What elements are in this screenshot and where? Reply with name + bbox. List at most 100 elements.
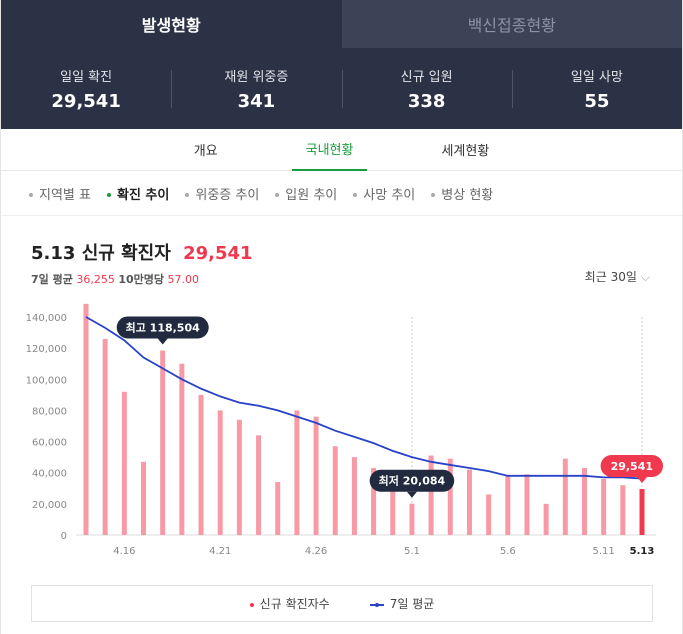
chart-bar (390, 477, 396, 535)
legend-bars[interactable]: 신규 확진자수 (249, 595, 330, 612)
subnav-world[interactable]: 세계현황 (441, 144, 490, 159)
filter-critical-trend[interactable]: 위중증 추이 (185, 184, 259, 203)
subnav-domestic[interactable]: 국내현황 (291, 129, 368, 171)
chart-bar (371, 468, 377, 535)
chart-bar (543, 503, 549, 535)
y-tick-label: 80,000 (32, 406, 67, 417)
bullet-icon (353, 193, 358, 197)
chart-bar (294, 410, 300, 535)
chart-bar (121, 391, 127, 535)
bullet-icon (431, 193, 436, 197)
y-tick-label: 120,000 (26, 344, 67, 355)
chart-bar (179, 363, 185, 535)
chart-bar (332, 446, 338, 535)
x-tick-label: 5.1 (404, 546, 420, 557)
chevron-down-icon: ⌵ (640, 270, 650, 284)
annotation-pointer (157, 338, 168, 345)
stat-label: 재원 위중증 (224, 69, 289, 85)
legend-line-label: 7일 평균 (389, 597, 435, 611)
x-tick-label: 4.21 (209, 546, 231, 557)
chart-bar (581, 468, 587, 535)
annotation-pointer (406, 491, 417, 498)
bullet-icon (185, 193, 190, 197)
chart-subtitle: 7일 평균 36,255 10만명당 57.00 (31, 271, 253, 287)
filter-label: 병상 현황 (441, 187, 494, 203)
stat-value: 338 (407, 90, 446, 112)
chart-date: 5.13 (31, 243, 76, 264)
x-tick-label: 4.16 (113, 546, 135, 557)
bullet-icon (29, 193, 33, 197)
filter-hospitalized-trend[interactable]: 입원 추이 (275, 184, 337, 203)
chart-bar (409, 503, 415, 535)
y-tick-label: 40,000 (32, 469, 67, 480)
avg-value: 36,255 (76, 273, 115, 286)
sub-navigation: 개요 국내현황 세계현황 (1, 129, 682, 171)
stat-value: 55 (584, 90, 610, 112)
chart-bar (160, 350, 166, 535)
chart-bar (524, 474, 530, 535)
y-tick-label: 100,000 (26, 375, 67, 386)
filter-bed-status[interactable]: 병상 현황 (431, 184, 493, 203)
filter-label: 확진 추이 (116, 187, 170, 203)
y-tick-label: 60,000 (32, 438, 67, 449)
filter-confirmed-trend[interactable]: 확진 추이 (106, 184, 170, 203)
chart-bar (447, 458, 453, 535)
chart-bar (83, 303, 89, 535)
annotation-bubble (116, 316, 209, 339)
chart-bar (256, 435, 262, 535)
chart-title: 5.13 신규 확진자 29,541 (31, 239, 253, 265)
tab-occurrence[interactable]: 발생현황 (1, 0, 342, 48)
legend-dot-icon (249, 602, 254, 607)
tab-vaccination[interactable]: 백신접종현황 (341, 0, 682, 48)
stat-value: 341 (237, 90, 276, 112)
chart-bar (351, 457, 357, 535)
chart-bar (236, 419, 242, 535)
annotation-bubble (369, 469, 455, 492)
stat-daily-confirmed: 일일 확진 29,541 (1, 66, 171, 112)
filter-region-table[interactable]: 지역별 표 (29, 184, 91, 203)
filter-label: 지역별 표 (39, 187, 91, 203)
stat-value: 29,541 (51, 90, 121, 112)
stats-panel: 일일 확진 29,541 재원 위중증 341 신규 입원 338 일일 사망 … (1, 48, 682, 129)
annotation-text: 최고 118,504 (126, 320, 201, 334)
chart-bar (466, 469, 472, 535)
chart-title-value: 29,541 (183, 243, 253, 264)
x-tick-label: 4.26 (305, 546, 327, 557)
legend-line-icon (369, 602, 384, 607)
legend-bars-label: 신규 확진자수 (259, 597, 330, 611)
filter-label: 위중증 추이 (195, 187, 260, 203)
chart-bar (313, 416, 319, 535)
chart-bar (217, 410, 223, 535)
top-tabs: 발생현황 백신접종현황 (1, 0, 682, 48)
per-value: 57.00 (167, 273, 200, 286)
bullet-icon (275, 193, 280, 197)
chart-filters: 지역별 표 확진 추이 위중증 추이 입원 추이 사망 추이 병상 현황 (1, 171, 682, 216)
period-select[interactable]: 최근 30일 ⌵ (585, 268, 650, 285)
chart-bar (275, 482, 281, 535)
chart-bar (562, 458, 568, 535)
bullet-icon (106, 193, 111, 197)
annotation-text: 29,541 (611, 460, 653, 473)
chart-bar (198, 394, 204, 535)
chart-header: 5.13 신규 확진자 29,541 7일 평균 36,255 10만명당 57… (31, 239, 253, 287)
chart-bar (428, 455, 434, 535)
stat-label: 신규 입원 (400, 69, 453, 85)
filter-label: 입원 추이 (285, 187, 338, 203)
chart-title-text: 신규 확진자 (81, 243, 171, 264)
legend-line[interactable]: 7일 평균 (369, 595, 435, 612)
x-tick-label: 5.11 (593, 546, 615, 557)
subnav-overview[interactable]: 개요 (193, 144, 218, 159)
stat-deaths: 일일 사망 55 (511, 66, 682, 112)
annotation-pointer (637, 477, 647, 484)
annotation-text: 최저 20,084 (379, 474, 446, 488)
y-tick-label: 20,000 (32, 500, 67, 511)
chart-bar (601, 478, 607, 535)
filter-label: 사망 추이 (363, 187, 416, 203)
stat-critical: 재원 위중증 341 (171, 66, 341, 112)
per-label: 10만명당 (118, 273, 165, 286)
chart-bar (620, 485, 626, 535)
stat-label: 일일 사망 (570, 69, 623, 85)
filter-death-trend[interactable]: 사망 추이 (353, 184, 415, 203)
chart-bar (486, 494, 492, 535)
